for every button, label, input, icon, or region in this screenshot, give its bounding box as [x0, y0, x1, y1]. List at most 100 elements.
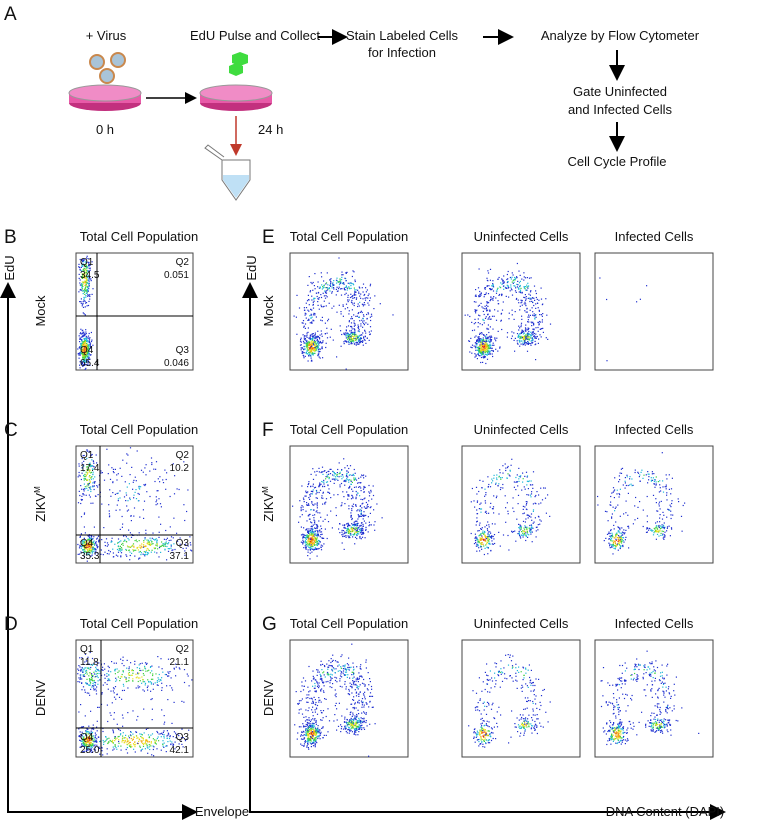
dot [296, 295, 297, 296]
dot [147, 753, 148, 754]
dot [90, 684, 91, 685]
dot [354, 343, 355, 344]
dot [498, 331, 499, 332]
dot [326, 472, 327, 473]
dot [521, 300, 522, 301]
dot [92, 683, 93, 684]
dot [159, 674, 160, 675]
dot [523, 280, 524, 281]
dot [485, 344, 486, 345]
dot [170, 496, 171, 497]
dot [321, 549, 322, 550]
dot [308, 540, 309, 541]
dot [348, 505, 349, 506]
dot [123, 665, 124, 666]
dot [91, 687, 92, 688]
dot [161, 750, 162, 751]
dot [305, 323, 306, 324]
dot [353, 504, 354, 505]
dot [330, 278, 331, 279]
dot [88, 726, 89, 727]
quadrant-name: Q1 [80, 257, 94, 268]
dot [348, 295, 349, 296]
dot [313, 304, 314, 305]
dot [340, 288, 341, 289]
dot [338, 257, 339, 258]
dot [96, 674, 97, 675]
dot [107, 680, 108, 681]
dot [313, 282, 314, 283]
dot [481, 292, 482, 293]
dot [503, 301, 504, 302]
dot [95, 548, 96, 549]
dot [319, 492, 320, 493]
dot [303, 323, 304, 324]
dot [82, 287, 83, 288]
dot [308, 497, 309, 498]
dot [124, 737, 125, 738]
quadrant-value: 17.4 [80, 463, 100, 474]
dot [83, 303, 84, 304]
dot [352, 295, 353, 296]
dot [119, 697, 120, 698]
dot [129, 672, 130, 673]
dot [366, 297, 367, 298]
dot [493, 538, 494, 539]
dot [309, 344, 310, 345]
dot [94, 673, 95, 674]
dot [472, 330, 473, 331]
dot [151, 754, 152, 755]
dot [162, 668, 163, 669]
dot [361, 490, 362, 491]
dot [306, 496, 307, 497]
dot [307, 505, 308, 506]
dot [170, 540, 171, 541]
dot [308, 311, 309, 312]
quadrant-value: 37.1 [170, 551, 190, 562]
dot [147, 548, 148, 549]
dot [356, 480, 357, 481]
dot [308, 503, 309, 504]
dot [358, 482, 359, 483]
dot [310, 537, 311, 538]
dot [361, 522, 362, 523]
dot [126, 541, 127, 542]
dot [482, 346, 483, 347]
dot [316, 544, 317, 545]
dot [350, 336, 351, 337]
dot [165, 543, 166, 544]
dot [152, 733, 153, 734]
dot [108, 679, 109, 680]
dot [119, 680, 120, 681]
dot [134, 746, 135, 747]
dot [521, 528, 522, 529]
dot [351, 339, 352, 340]
dot [354, 297, 355, 298]
dot [471, 322, 472, 323]
dot [315, 349, 316, 350]
dot [535, 359, 536, 360]
dot [122, 516, 123, 517]
dot [527, 288, 528, 289]
dot [356, 486, 357, 487]
dot [305, 540, 306, 541]
dot [329, 290, 330, 291]
dot [141, 470, 142, 471]
dot [318, 344, 319, 345]
dot [320, 484, 321, 485]
dot [303, 355, 304, 356]
dot [85, 332, 86, 333]
dot [108, 550, 109, 551]
dot [145, 683, 146, 684]
dot [356, 538, 357, 539]
dot [351, 515, 352, 516]
dot [489, 341, 490, 342]
dot [311, 296, 312, 297]
dot [309, 541, 310, 542]
dot [510, 284, 511, 285]
dot [373, 495, 374, 496]
dot [142, 749, 143, 750]
dot [150, 735, 151, 736]
dot [354, 469, 355, 470]
dot [538, 300, 539, 301]
